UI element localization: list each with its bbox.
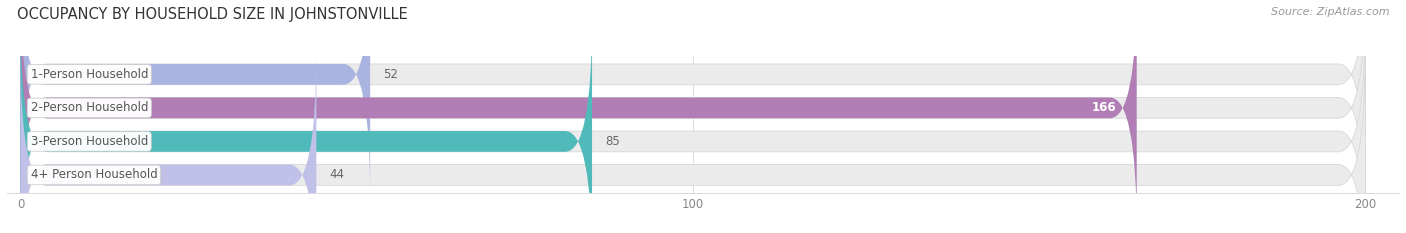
Text: 2-Person Household: 2-Person Household: [31, 101, 148, 114]
FancyBboxPatch shape: [21, 18, 1365, 233]
FancyBboxPatch shape: [21, 51, 1365, 233]
FancyBboxPatch shape: [21, 18, 592, 233]
FancyBboxPatch shape: [21, 0, 1365, 232]
Text: 52: 52: [384, 68, 398, 81]
Text: 4+ Person Household: 4+ Person Household: [31, 168, 157, 182]
FancyBboxPatch shape: [21, 0, 1365, 198]
Text: 44: 44: [330, 168, 344, 182]
Text: 85: 85: [606, 135, 620, 148]
Text: 166: 166: [1092, 101, 1116, 114]
FancyBboxPatch shape: [21, 0, 370, 198]
Text: OCCUPANCY BY HOUSEHOLD SIZE IN JOHNSTONVILLE: OCCUPANCY BY HOUSEHOLD SIZE IN JOHNSTONV…: [17, 7, 408, 22]
FancyBboxPatch shape: [21, 0, 1136, 232]
FancyBboxPatch shape: [21, 51, 316, 233]
Text: 3-Person Household: 3-Person Household: [31, 135, 148, 148]
Text: 1-Person Household: 1-Person Household: [31, 68, 148, 81]
Text: Source: ZipAtlas.com: Source: ZipAtlas.com: [1271, 7, 1389, 17]
